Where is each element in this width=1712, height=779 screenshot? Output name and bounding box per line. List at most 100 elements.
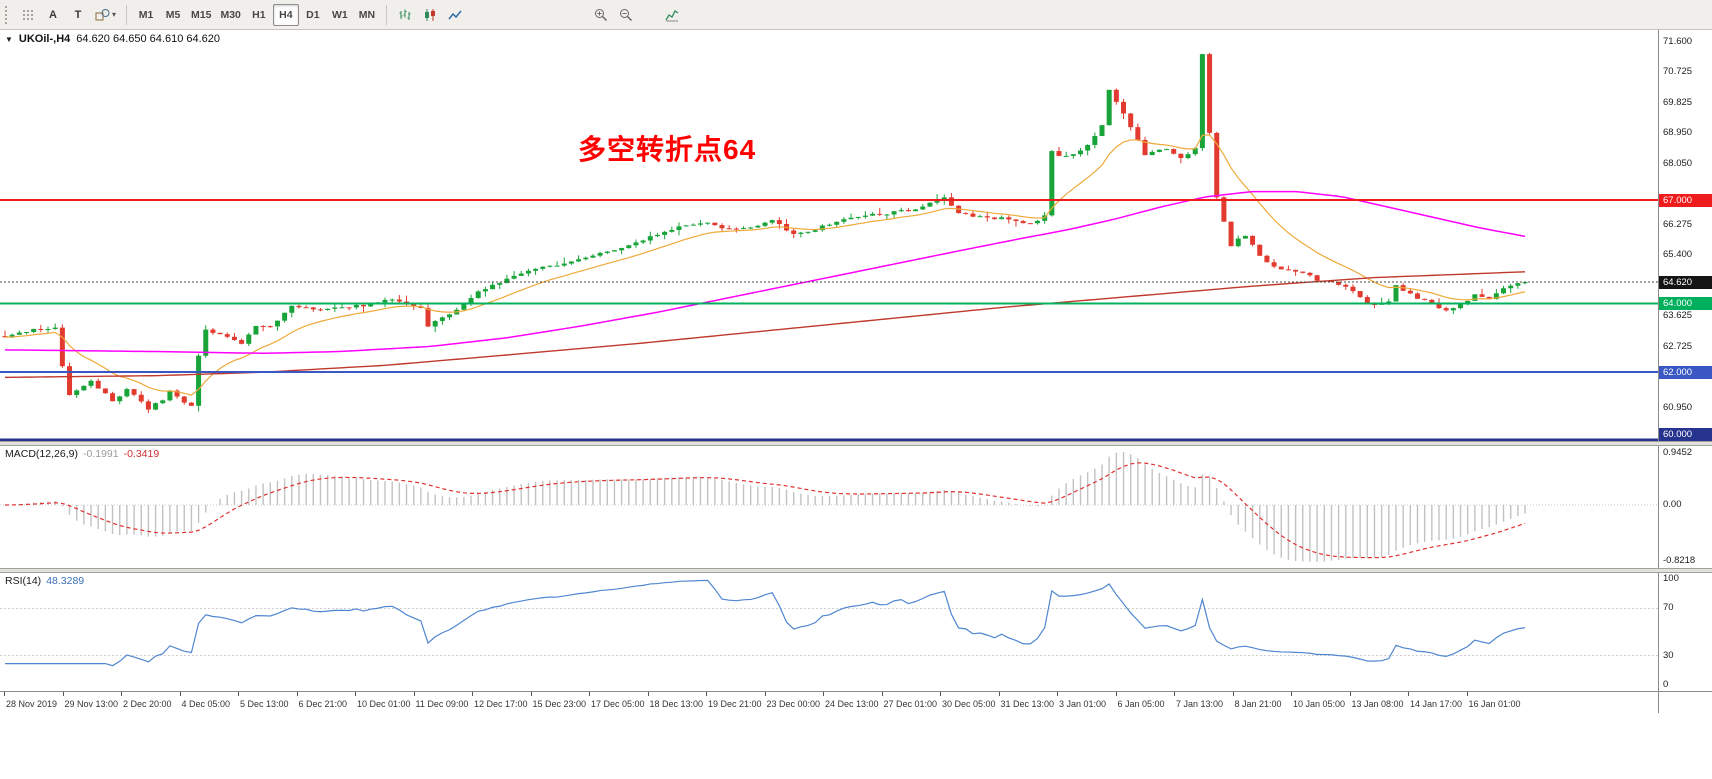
price-badge-60.000: 60.000	[1659, 428, 1712, 441]
time-tick	[1232, 692, 1234, 696]
price-badge-62.000: 62.000	[1659, 365, 1712, 379]
chart-dropdown-icon[interactable]: ▼	[5, 34, 13, 44]
time-axis-row: 28 Nov 2019 29 Nov 13:00 2 Dec 20:00 4 Dec …	[0, 691, 1712, 713]
rsi-label: RSI(14) 48.3289	[5, 575, 84, 587]
time-tick	[764, 692, 766, 696]
timeframe-button-m1[interactable]: M1	[133, 4, 159, 26]
time-tick	[1349, 692, 1351, 696]
time-tick	[238, 692, 239, 696]
price-scale-label: 69.825	[1663, 97, 1693, 109]
timeframe-button-d1[interactable]: D1	[300, 4, 326, 26]
price-scale-label: 60.950	[1663, 402, 1693, 414]
price-scale[interactable]: 71.600 70.725 69.825 68.950 68.050 66.275 65.4…	[1658, 30, 1712, 441]
timeframe-button-h1[interactable]: H1	[246, 4, 272, 26]
toolbar-drag-handle[interactable]	[5, 5, 10, 24]
time-tick	[1174, 692, 1175, 696]
macd-row: MACD(12,26,9) -0.1991 -0.3419 0.9452 0.00…	[0, 446, 1712, 568]
zoom-out-button[interactable]	[614, 4, 638, 26]
time-label: 13 Jan 08:00	[1351, 699, 1404, 709]
time-label: 5 Dec 13:00	[240, 699, 289, 709]
rsi-plot[interactable]: RSI(14) 48.3289	[0, 573, 1658, 691]
timeframe-button-m5[interactable]: M5	[160, 4, 186, 26]
time-label: 28 Nov 2019	[6, 699, 58, 709]
shapes-icon	[95, 8, 110, 22]
rsi-scale[interactable]: 100 70 30 0	[1658, 573, 1712, 691]
time-tick	[4, 692, 5, 696]
time-label: 11 Dec 09:00	[415, 699, 469, 709]
time-label: 2 Dec 20:00	[123, 699, 172, 709]
axis-corner	[1658, 691, 1712, 713]
time-label: 24 Dec 13:00	[825, 699, 879, 709]
time-tick	[1291, 692, 1292, 696]
bottom-empty-area	[0, 713, 1712, 779]
macd-plot[interactable]: MACD(12,26,9) -0.1991 -0.3419	[0, 446, 1658, 568]
time-label: 10 Jan 05:00	[1293, 699, 1346, 709]
indicators-button[interactable]	[660, 4, 684, 26]
time-tick	[355, 692, 356, 696]
time-tick	[296, 692, 298, 696]
panel-divider[interactable]	[0, 441, 1712, 446]
macd-main-value: -0.1991	[82, 448, 119, 460]
bar-chart-button[interactable]	[393, 4, 417, 26]
time-label: 12 Dec 17:00	[474, 699, 528, 709]
time-label: 6 Jan 05:00	[1117, 699, 1165, 709]
time-tick	[1115, 692, 1117, 696]
rsi-scale-label: 70	[1663, 602, 1674, 614]
panel-divider[interactable]	[0, 568, 1712, 573]
time-tick	[589, 692, 590, 696]
time-label: 18 Dec 13:00	[649, 699, 704, 709]
zoom-in-icon	[594, 8, 608, 22]
macd-scale-label: 0.00	[1663, 498, 1682, 510]
time-tick	[1466, 692, 1468, 696]
price-scale-label: 70.725	[1663, 66, 1693, 78]
macd-label: MACD(12,26,9) -0.1991 -0.3419	[5, 448, 159, 460]
time-tick	[1057, 692, 1058, 696]
candlestick-chart-button[interactable]	[418, 4, 442, 26]
price-scale-label: 68.950	[1663, 127, 1693, 139]
timeframe-button-h4[interactable]: H4	[272, 3, 299, 26]
main-chart-plot[interactable]: ▼ UKOil-,H4 64.620 64.650 64.610 64.620 …	[0, 30, 1658, 441]
time-label: 31 Dec 13:00	[1000, 699, 1055, 709]
macd-scale-label: -0.8218	[1663, 555, 1696, 566]
chart-ohlc: 64.620 64.650 64.610 64.620	[76, 33, 221, 45]
timeframe-button-mn[interactable]: MN	[354, 4, 380, 26]
candlestick-chart[interactable]	[0, 30, 1658, 441]
line-chart-icon	[448, 8, 462, 22]
symbols-grid-button[interactable]	[16, 4, 40, 26]
timeframe-button-m30[interactable]: M30	[216, 4, 244, 26]
chart-annotation-text: 多空转折点64	[578, 134, 757, 165]
time-tick	[940, 692, 941, 696]
price-scale-label: 65.400	[1663, 249, 1693, 261]
text-tool-button[interactable]: T	[66, 4, 90, 26]
time-tick	[413, 692, 415, 696]
rsi-scale-label: 0	[1663, 679, 1669, 690]
shapes-dropdown-button[interactable]: ▾	[91, 4, 120, 26]
rsi-name: RSI(14)	[5, 575, 42, 587]
zoom-in-button[interactable]	[589, 4, 613, 26]
grid-icon	[21, 8, 35, 22]
time-label: 15 Dec 23:00	[532, 699, 587, 709]
time-tick	[530, 692, 532, 696]
time-tick	[121, 692, 122, 696]
time-axis[interactable]: 28 Nov 2019 29 Nov 13:00 2 Dec 20:00 4 Dec …	[0, 691, 1658, 713]
time-tick	[472, 692, 473, 696]
macd-scale[interactable]: 0.9452 0.00 -0.8218	[1658, 446, 1712, 568]
candlestick-icon	[423, 8, 437, 22]
bar-chart-icon	[398, 8, 412, 22]
indicators-icon	[665, 8, 679, 22]
timeframe-button-m15[interactable]: M15	[187, 4, 215, 26]
font-a-button[interactable]: A	[41, 4, 65, 26]
price-scale-label: 62.725	[1663, 341, 1693, 353]
timeframe-button-w1[interactable]: W1	[327, 4, 353, 26]
zoom-out-icon	[619, 8, 633, 22]
price-scale-label: 66.275	[1663, 219, 1693, 231]
rsi-chart	[0, 579, 1658, 667]
time-label: 27 Dec 01:00	[883, 699, 938, 709]
price-scale-label: 63.625	[1663, 310, 1693, 322]
chart-symbol-title: UKOil-,H4	[18, 33, 71, 45]
time-tick	[998, 692, 1000, 696]
line-chart-button[interactable]	[443, 4, 467, 26]
main-chart-row: ▼ UKOil-,H4 64.620 64.650 64.610 64.620 …	[0, 30, 1712, 441]
price-scale-label: 68.050	[1663, 158, 1693, 170]
